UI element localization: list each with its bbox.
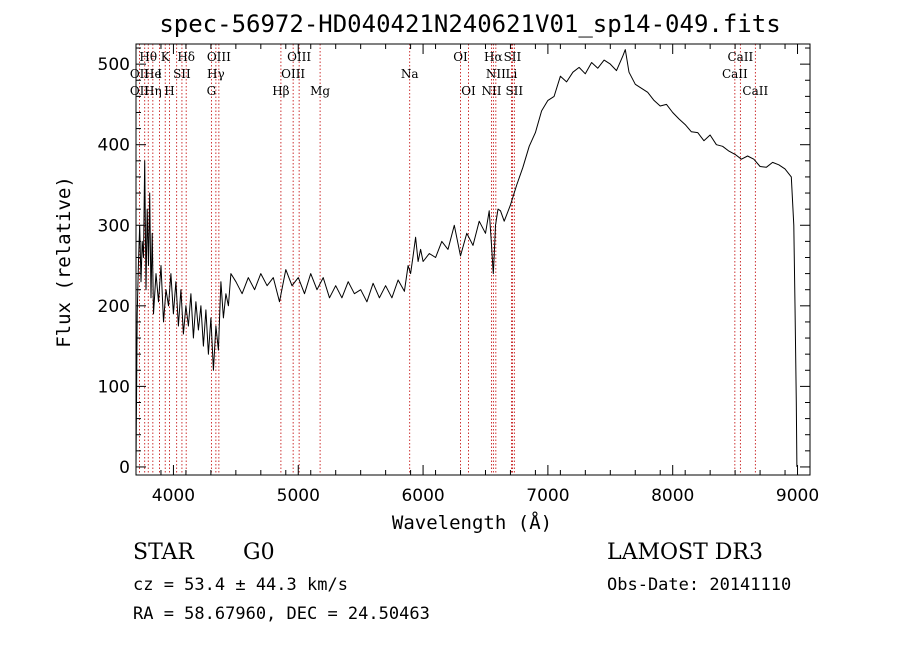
x-tick-label: 9000 bbox=[776, 486, 819, 506]
y-tick-label: 100 bbox=[98, 377, 130, 397]
line-label: Hα bbox=[484, 50, 503, 64]
line-label: Hδ bbox=[177, 50, 195, 64]
y-tick-label: 400 bbox=[98, 136, 130, 156]
survey-name: LAMOST DR3 bbox=[607, 540, 763, 565]
x-tick-label: 7000 bbox=[526, 486, 569, 506]
line-label: Na bbox=[401, 67, 419, 81]
radial-velocity: cz = 53.4 ± 44.3 km/s bbox=[133, 575, 348, 595]
y-tick-label: 200 bbox=[98, 297, 130, 317]
y-axis-label: Flux (relative) bbox=[53, 176, 75, 348]
plot-frame bbox=[135, 43, 811, 476]
y-tick-label: 300 bbox=[98, 216, 130, 236]
line-label: CaII bbox=[722, 67, 748, 81]
line-label: He bbox=[144, 67, 162, 81]
line-label: SII bbox=[504, 50, 522, 64]
line-label: SII bbox=[505, 84, 523, 98]
y-axis-ticks: 0 100 200 300 400 500 bbox=[98, 47, 810, 478]
line-label: OII bbox=[130, 67, 150, 81]
object-class: STAR bbox=[133, 540, 194, 565]
x-axis-label: Wavelength (Å) bbox=[392, 511, 552, 534]
x-axis-ticks: 4000 5000 6000 7000 8000 9000 bbox=[152, 44, 819, 506]
line-label: SII bbox=[173, 67, 191, 81]
y-tick-label: 0 bbox=[119, 458, 130, 478]
x-tick-label: 8000 bbox=[651, 486, 694, 506]
line-label: Li bbox=[506, 67, 518, 81]
line-label: H bbox=[164, 84, 174, 98]
x-tick-label: 4000 bbox=[152, 486, 195, 506]
line-label: Hγ bbox=[207, 67, 225, 81]
line-label: OIII bbox=[281, 67, 305, 81]
line-label: OI bbox=[453, 50, 468, 64]
y-tick-label: 500 bbox=[98, 55, 130, 75]
x-tick-label: 6000 bbox=[401, 486, 444, 506]
line-label: NII bbox=[481, 84, 501, 98]
line-label: Hβ bbox=[272, 84, 289, 98]
line-label: OI bbox=[461, 84, 476, 98]
observation-date: Obs-Date: 20141110 bbox=[607, 575, 792, 595]
line-label: OII bbox=[130, 84, 150, 98]
chart-title: spec-56972-HD040421N240621V01_sp14-049.f… bbox=[159, 10, 780, 38]
x-tick-label: 5000 bbox=[277, 486, 320, 506]
object-subclass: G0 bbox=[243, 540, 275, 565]
line-label: Hθ bbox=[139, 50, 157, 64]
line-label: Mg bbox=[310, 84, 330, 98]
line-label: OIII bbox=[207, 50, 231, 64]
line-label: K bbox=[161, 50, 171, 64]
line-label: G bbox=[207, 84, 217, 98]
line-label: CaII bbox=[727, 50, 753, 64]
series-flux bbox=[135, 49, 798, 467]
coordinates: RA = 58.67960, DEC = 24.50463 bbox=[133, 604, 430, 624]
line-label: Hη bbox=[144, 84, 162, 98]
line-label: I bbox=[157, 67, 162, 81]
line-label: NII bbox=[486, 67, 506, 81]
line-label: CaII bbox=[742, 84, 768, 98]
spectrum-line bbox=[135, 49, 798, 467]
spectral-line-markers bbox=[139, 44, 756, 475]
line-label: OIII bbox=[287, 50, 311, 64]
